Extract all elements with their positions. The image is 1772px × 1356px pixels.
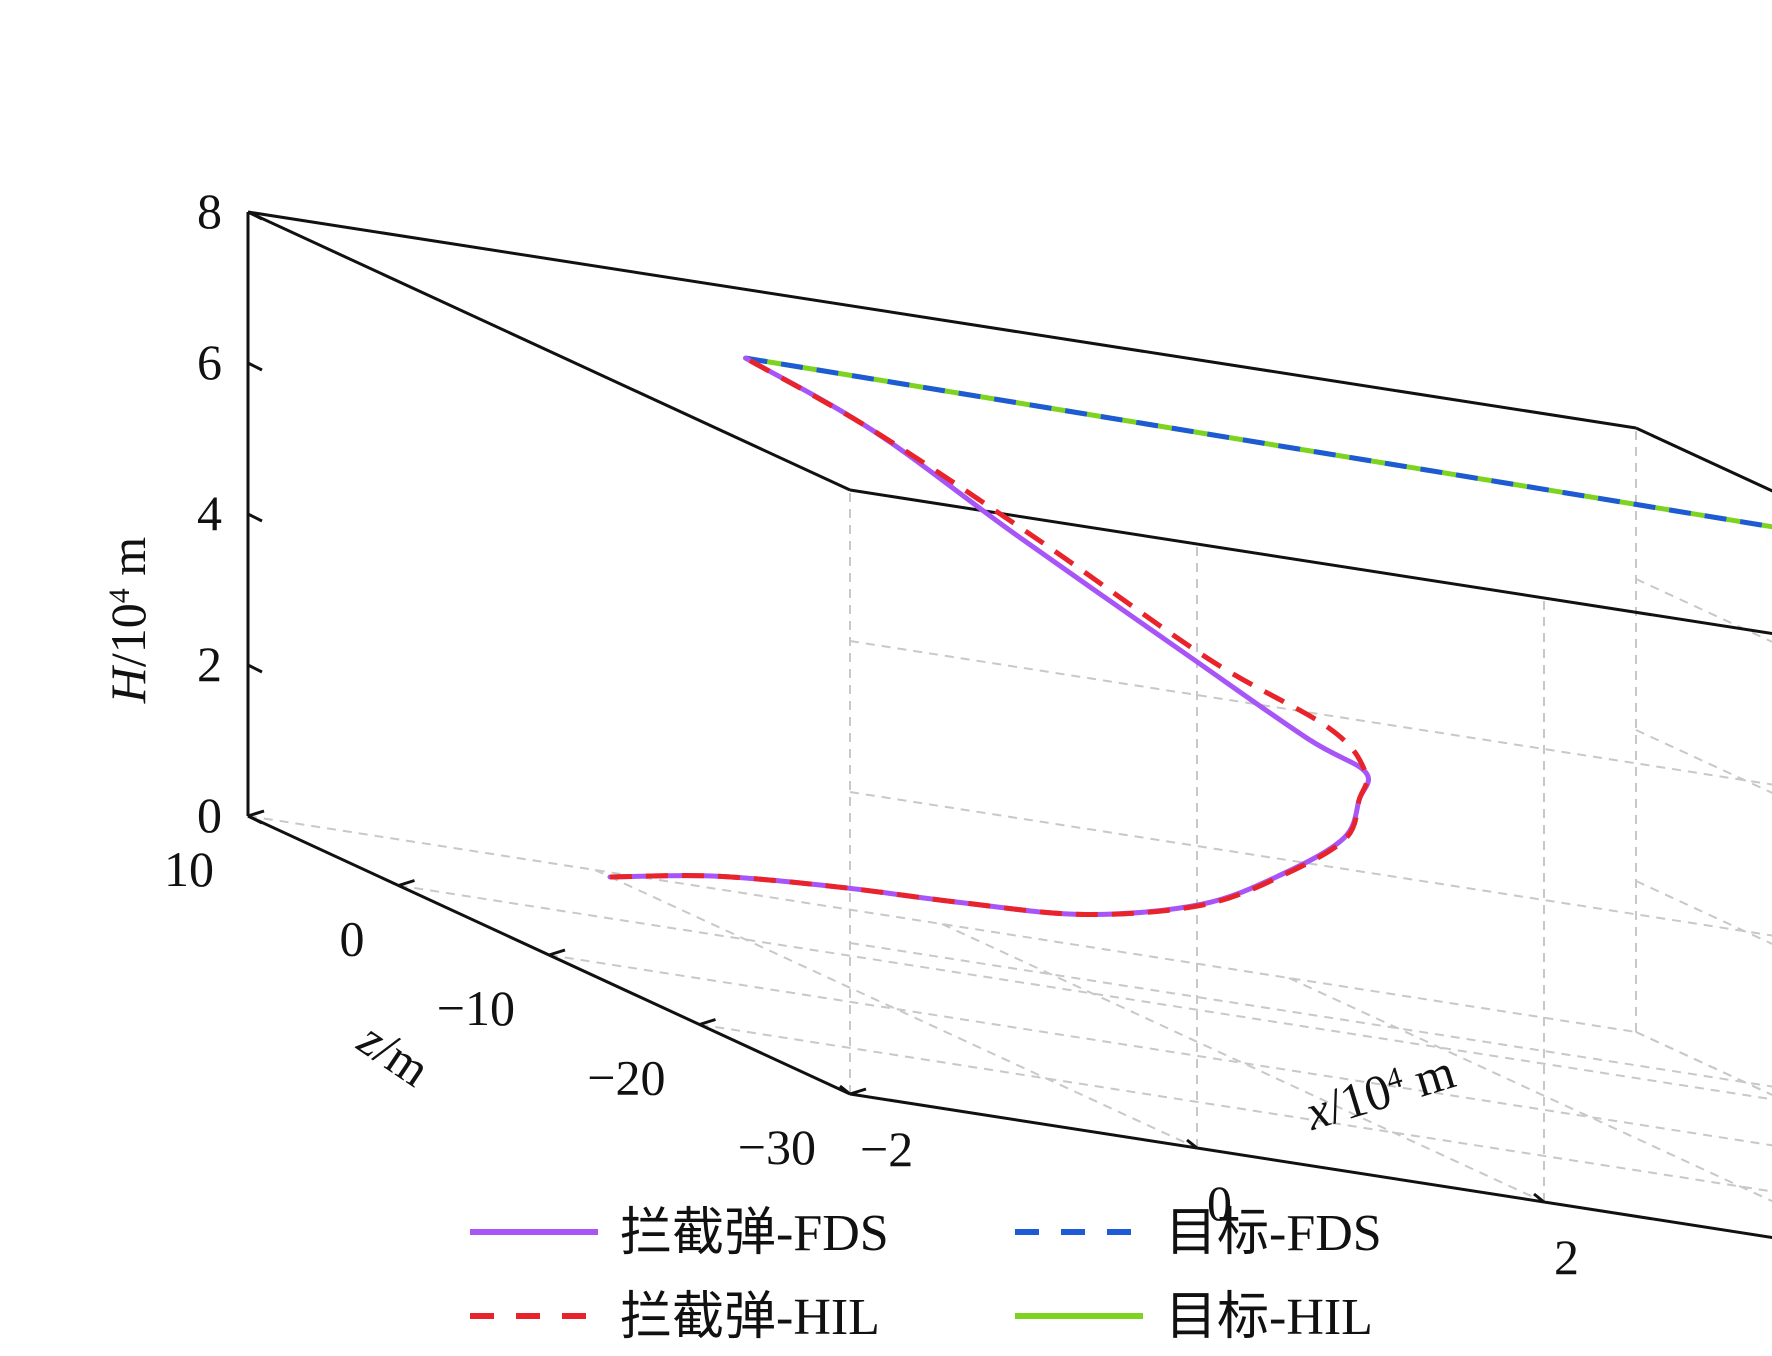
grid-line-h-side — [1635, 427, 1772, 492]
series-line — [745, 355, 1772, 530]
grid-line-h-side — [1635, 880, 1772, 945]
x-tick-mark — [1186, 1138, 1198, 1150]
tick-marks — [247, 210, 1545, 1204]
h-tick-label: 4 — [197, 485, 222, 541]
h-tick-label: 0 — [197, 787, 222, 843]
h-tick-mark — [247, 814, 263, 825]
h-tick-mark — [247, 361, 263, 372]
x-tick-mark — [839, 1084, 851, 1096]
z-tick-mark — [548, 948, 566, 957]
legend-label: 目标-HIL — [1165, 1289, 1373, 1346]
h-tick-label: 6 — [197, 334, 222, 390]
legend-label: 目标-FDS — [1165, 1205, 1382, 1262]
z-tick-label: 0 — [340, 911, 365, 967]
legend-label: 拦截弹-HIL — [620, 1289, 880, 1346]
grid-line-h-back — [849, 640, 1772, 786]
grid-line-z-floor — [548, 954, 1772, 1147]
axes-box-edge — [247, 210, 1637, 430]
z-tick-mark — [398, 879, 415, 887]
grid-line-h-back — [849, 791, 1772, 937]
grid-line-h-back — [849, 489, 1772, 635]
h-tick-mark — [247, 663, 263, 674]
grid-line-x-floor — [1635, 1031, 1772, 1096]
x-tick-label: 0 — [1207, 1175, 1232, 1231]
axes-box-edge — [247, 210, 851, 492]
h-tick-mark — [247, 210, 263, 221]
z-tick-mark — [247, 809, 265, 818]
z-tick-mark — [699, 1018, 716, 1026]
z-axis-label: z/m — [348, 1010, 440, 1097]
axes-box-edge — [1635, 426, 1772, 493]
axes-box-edge — [849, 488, 1772, 635]
grid-line-z-floor — [247, 815, 1637, 1033]
grid-line-z-floor — [398, 884, 1772, 1101]
x-tick-mark — [1533, 1192, 1545, 1204]
grid-line-x-floor — [941, 923, 1545, 1203]
grid-line-h-side — [1635, 578, 1772, 643]
z-tick-label: −20 — [587, 1050, 665, 1106]
x-tick-label: −2 — [860, 1121, 913, 1177]
grid-line-h-side — [1635, 1031, 1772, 1096]
grid-line-h-side — [1635, 729, 1772, 794]
z-tick-mark — [849, 1087, 867, 1096]
h-axis-label: H/104 m — [100, 537, 156, 705]
h-tick-label: 2 — [197, 636, 222, 692]
h-tick-mark — [247, 512, 263, 523]
z-tick-label: −10 — [437, 980, 515, 1036]
series-line — [609, 355, 1370, 918]
h-tick-label: 8 — [197, 183, 222, 239]
legend-label: 拦截弹-FDS — [620, 1205, 889, 1262]
z-tick-label: −30 — [738, 1119, 816, 1175]
grid-line-x-floor — [594, 869, 1198, 1149]
legend: 拦截弹-FDS 拦截弹-HIL 目标-FDS 目标-HIL — [470, 1205, 1382, 1346]
grid-lines — [247, 427, 1772, 1239]
x-tick-label: 2 — [1554, 1229, 1579, 1285]
z-tick-label: 10 — [164, 841, 214, 897]
series-lines — [607, 355, 1772, 918]
